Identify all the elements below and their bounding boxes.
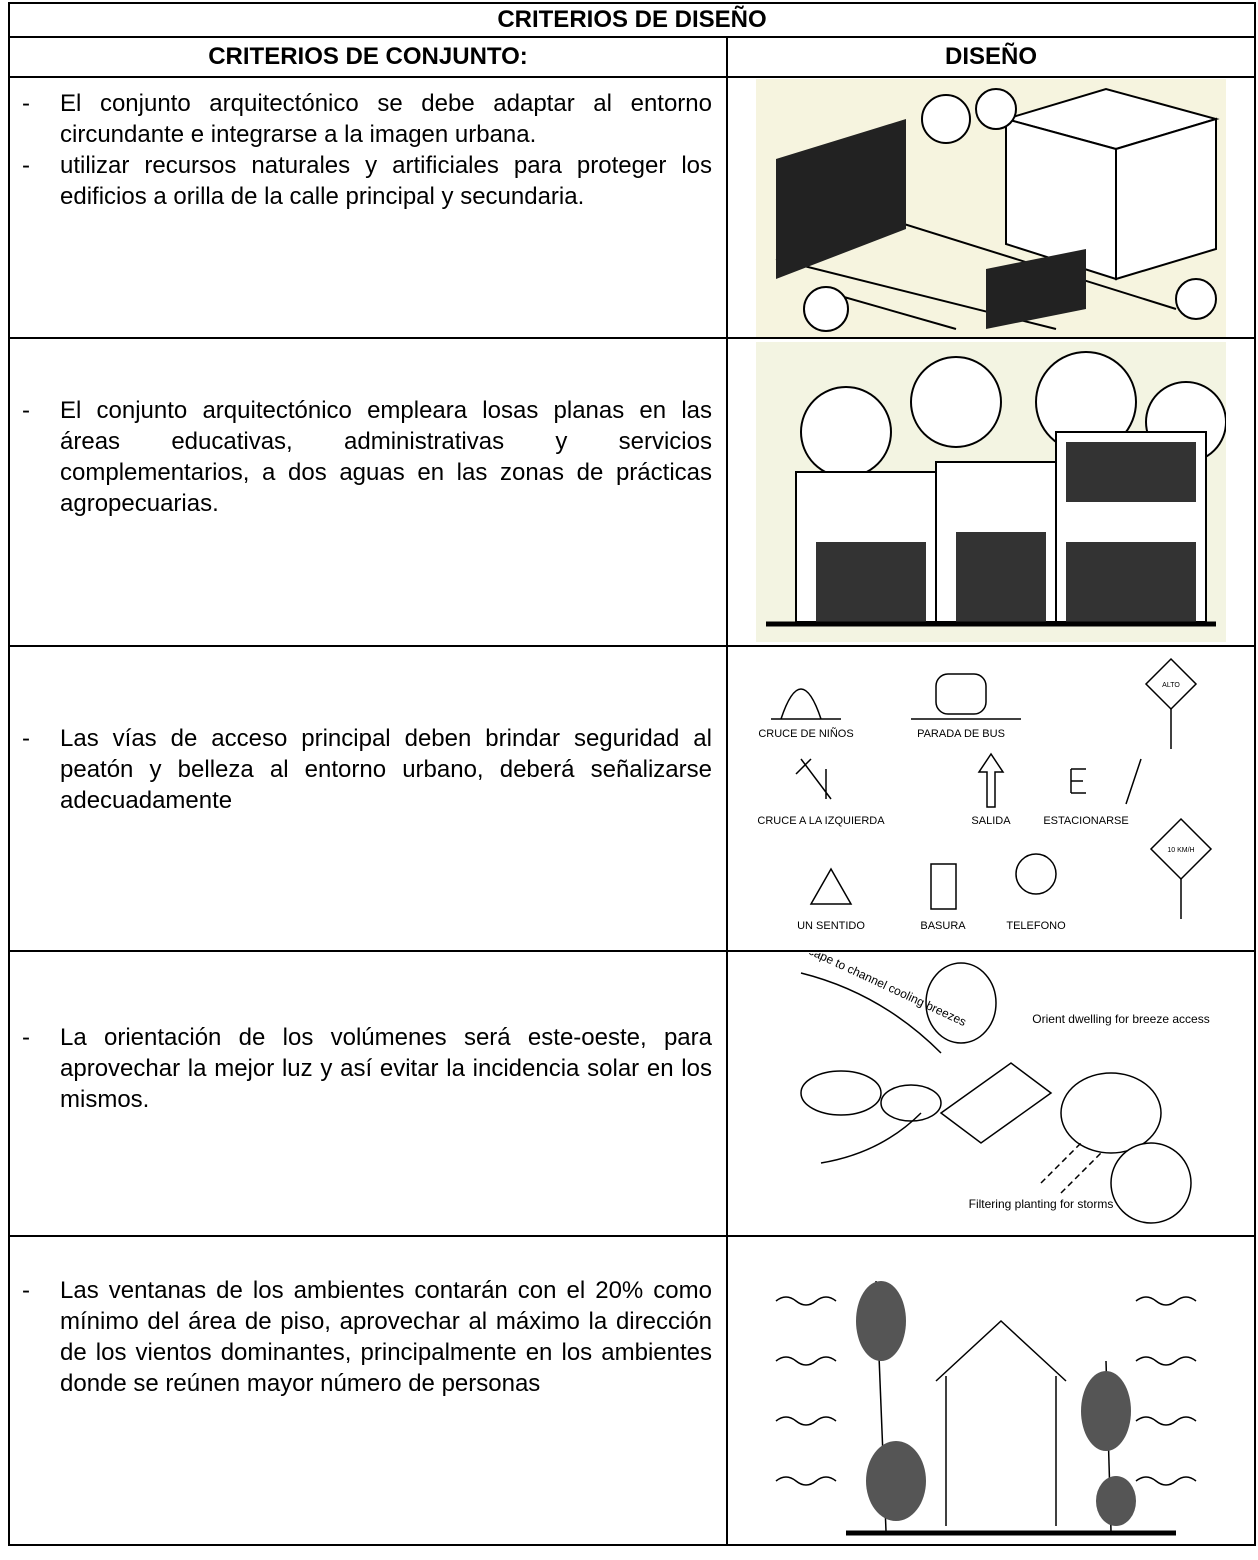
criteria-table: CRITERIOS DE DISEÑO CRITERIOS DE CONJUNT… [8,2,1256,1546]
design-cell: Landscape to channel cooling breezes Ori… [726,950,1256,1237]
criterion: La orientación de los volúmenes será est… [60,1024,712,1113]
bullet: - [22,725,30,752]
sketch-building [756,78,1226,337]
sign-label: BASURA [920,920,966,932]
criterion: Las vías de acceso principal deben brind… [60,725,712,814]
sign-label: PARADA DE BUS [917,728,1005,740]
criteria-cell: - El conjunto arquitectónico se debe adap… [8,76,728,339]
criteria-cell: - Las vías de acceso principal deben brin… [8,645,728,952]
design-cell [726,337,1256,647]
bullet: - [22,152,30,179]
bullet: - [22,1024,30,1051]
criteria-cell: - La orientación de los volúmenes será es… [8,950,728,1237]
column-header: DISEÑO [726,36,1256,78]
sketch-elevation [756,342,1226,642]
criterion: Las ventanas de los ambientes contarán c… [60,1277,712,1397]
bullet: - [22,90,30,117]
bullet: - [22,1277,30,1304]
annotation: Filtering planting for storms [969,1197,1114,1211]
column-header: CRITERIOS DE CONJUNTO: [8,36,728,78]
sign-label: SALIDA [971,815,1011,827]
design-cell [726,76,1256,339]
design-cell [726,1235,1256,1546]
sign-label: UN SENTIDO [797,920,865,932]
table-title: CRITERIOS DE DISEÑO [8,2,1256,38]
bullet: - [22,397,30,424]
sign-label: ESTACIONARSE [1043,815,1128,827]
criterion: El conjunto arquitectónico se debe adapt… [60,90,712,148]
criteria-cell: - El conjunto arquitectónico empleara los… [8,337,728,647]
sign-label: ALTO [1162,682,1180,689]
sign-label: TELEFONO [1006,920,1066,932]
design-cell: CRUCE DE NIÑOS PARADA DE BUS ALTO CRUCE … [726,645,1256,952]
sketch-orientation: Landscape to channel cooling breezes Ori… [777,953,1210,1224]
sign-label: CRUCE DE NIÑOS [758,727,853,740]
annotation: Orient dwelling for breeze access [1032,1012,1209,1026]
criterion: utilizar recursos naturales y artificial… [60,152,712,210]
criterion: El conjunto arquitectónico empleara losa… [60,397,712,517]
sign-label: 10 KM/H [1167,847,1194,854]
criteria-cell: - Las ventanas de los ambientes contarán … [8,1235,728,1546]
sign-label: CRUCE A LA IZQUIERDA [757,815,885,827]
sketch-signs: CRUCE DE NIÑOS PARADA DE BUS ALTO CRUCE … [757,657,1213,932]
sketch-ventilation [775,1280,1197,1535]
